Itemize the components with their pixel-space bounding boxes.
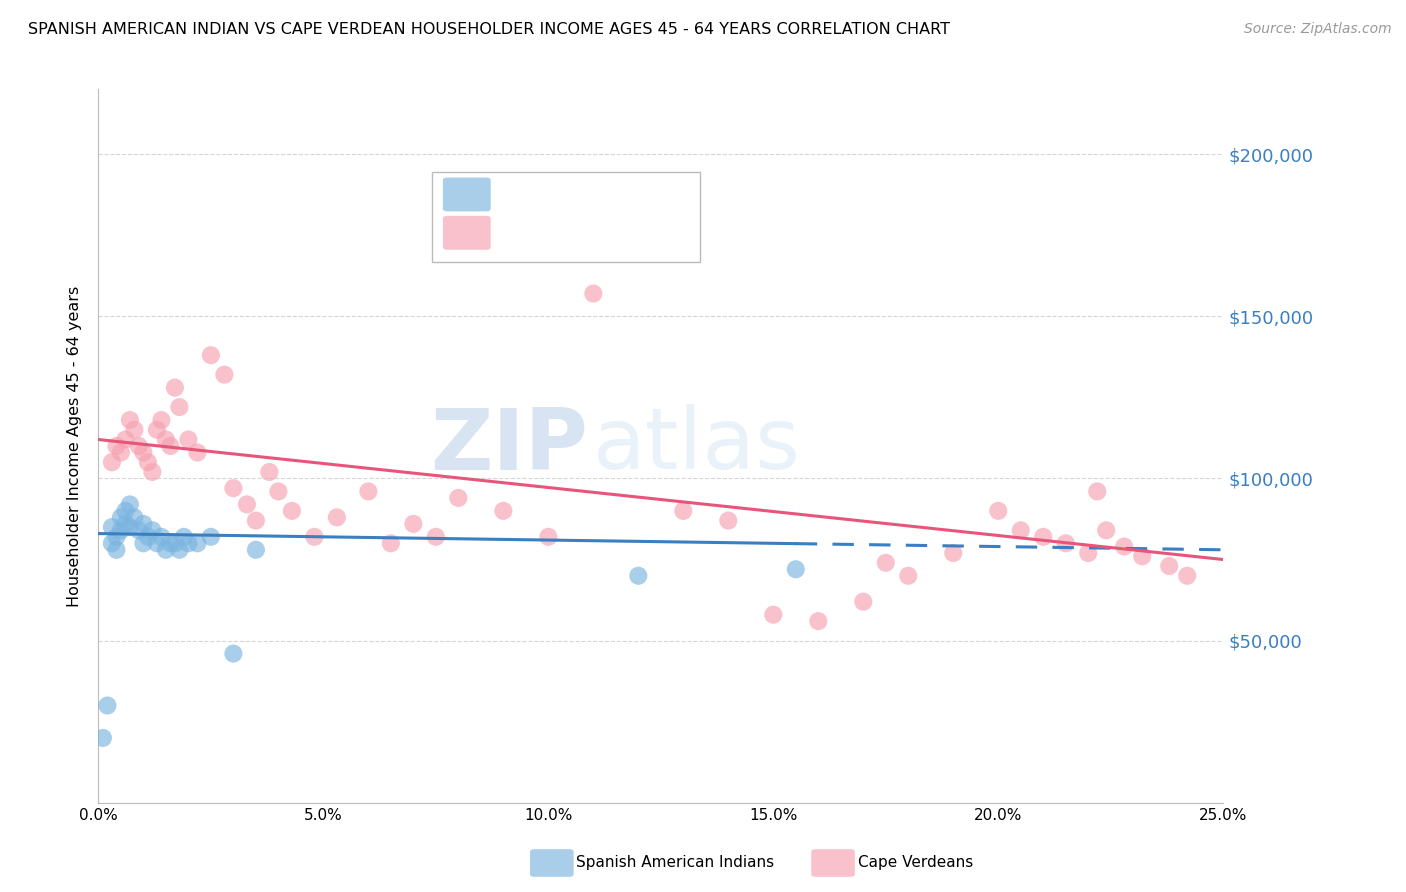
Point bbox=[186, 536, 208, 550]
Point bbox=[785, 562, 807, 576]
Point bbox=[118, 413, 141, 427]
Point bbox=[425, 530, 447, 544]
Text: Source: ZipAtlas.com: Source: ZipAtlas.com bbox=[1244, 22, 1392, 37]
Point bbox=[105, 439, 128, 453]
Point bbox=[155, 542, 177, 557]
Point bbox=[105, 542, 128, 557]
Text: atlas: atlas bbox=[593, 404, 801, 488]
Point bbox=[132, 516, 155, 531]
Point bbox=[259, 465, 281, 479]
Text: N = 32: N = 32 bbox=[619, 186, 681, 203]
Point bbox=[267, 484, 290, 499]
Text: N = 56: N = 56 bbox=[619, 224, 681, 242]
Point bbox=[118, 520, 141, 534]
Point bbox=[150, 530, 173, 544]
Point bbox=[380, 536, 402, 550]
Point bbox=[101, 536, 124, 550]
Point bbox=[159, 439, 181, 453]
Point bbox=[304, 530, 326, 544]
Point bbox=[672, 504, 695, 518]
Point bbox=[987, 504, 1010, 518]
Point bbox=[186, 445, 208, 459]
Point bbox=[1077, 546, 1099, 560]
Point bbox=[163, 381, 186, 395]
Point bbox=[141, 524, 163, 538]
Point bbox=[357, 484, 380, 499]
Point bbox=[136, 455, 159, 469]
Point bbox=[222, 647, 245, 661]
Point bbox=[245, 542, 267, 557]
Point bbox=[1114, 540, 1136, 554]
Point bbox=[1159, 559, 1181, 574]
Point bbox=[807, 614, 830, 628]
Point bbox=[627, 219, 650, 233]
Point bbox=[114, 516, 136, 531]
Point bbox=[146, 423, 169, 437]
Point bbox=[169, 542, 191, 557]
Y-axis label: Householder Income Ages 45 - 64 years: Householder Income Ages 45 - 64 years bbox=[67, 285, 83, 607]
Point bbox=[173, 530, 195, 544]
Point bbox=[447, 491, 470, 505]
Point bbox=[1085, 484, 1108, 499]
Point bbox=[236, 497, 259, 511]
Point bbox=[159, 536, 181, 550]
Point bbox=[132, 536, 155, 550]
Text: Cape Verdeans: Cape Verdeans bbox=[858, 855, 973, 870]
Point bbox=[492, 504, 515, 518]
Point bbox=[105, 530, 128, 544]
Point bbox=[96, 698, 118, 713]
Point bbox=[124, 423, 146, 437]
Point bbox=[717, 514, 740, 528]
Point bbox=[1010, 524, 1032, 538]
Point bbox=[214, 368, 236, 382]
Point bbox=[177, 433, 200, 447]
Point bbox=[897, 568, 920, 582]
Point bbox=[132, 445, 155, 459]
Point bbox=[875, 556, 897, 570]
Text: ZIP: ZIP bbox=[430, 404, 588, 488]
Point bbox=[281, 504, 304, 518]
Point bbox=[141, 465, 163, 479]
Point bbox=[114, 433, 136, 447]
Point bbox=[163, 536, 186, 550]
Point bbox=[627, 568, 650, 582]
Point bbox=[1032, 530, 1054, 544]
Point bbox=[136, 530, 159, 544]
Point bbox=[128, 439, 150, 453]
Text: R = -0.060: R = -0.060 bbox=[495, 186, 583, 203]
Point bbox=[942, 546, 965, 560]
Point bbox=[118, 497, 141, 511]
Point bbox=[146, 536, 169, 550]
Point bbox=[169, 400, 191, 414]
Point bbox=[1175, 568, 1198, 582]
Point bbox=[91, 731, 114, 745]
Point bbox=[150, 413, 173, 427]
Point bbox=[1130, 549, 1153, 564]
Point bbox=[537, 530, 560, 544]
Point bbox=[762, 607, 785, 622]
Text: SPANISH AMERICAN INDIAN VS CAPE VERDEAN HOUSEHOLDER INCOME AGES 45 - 64 YEARS CO: SPANISH AMERICAN INDIAN VS CAPE VERDEAN … bbox=[28, 22, 950, 37]
Point bbox=[124, 510, 146, 524]
Point bbox=[1095, 524, 1118, 538]
Point bbox=[177, 536, 200, 550]
Point bbox=[245, 514, 267, 528]
Point bbox=[110, 445, 132, 459]
Point bbox=[200, 530, 222, 544]
Point bbox=[200, 348, 222, 362]
Point bbox=[114, 504, 136, 518]
Point bbox=[402, 516, 425, 531]
Text: Spanish American Indians: Spanish American Indians bbox=[576, 855, 775, 870]
Point bbox=[110, 510, 132, 524]
Point bbox=[582, 286, 605, 301]
Point bbox=[155, 433, 177, 447]
Point bbox=[1054, 536, 1077, 550]
Point bbox=[110, 524, 132, 538]
Point bbox=[852, 595, 875, 609]
Point bbox=[128, 524, 150, 538]
Text: R = -0.229: R = -0.229 bbox=[495, 224, 585, 242]
Point bbox=[101, 455, 124, 469]
Point bbox=[326, 510, 349, 524]
Point bbox=[101, 520, 124, 534]
Point bbox=[222, 481, 245, 495]
